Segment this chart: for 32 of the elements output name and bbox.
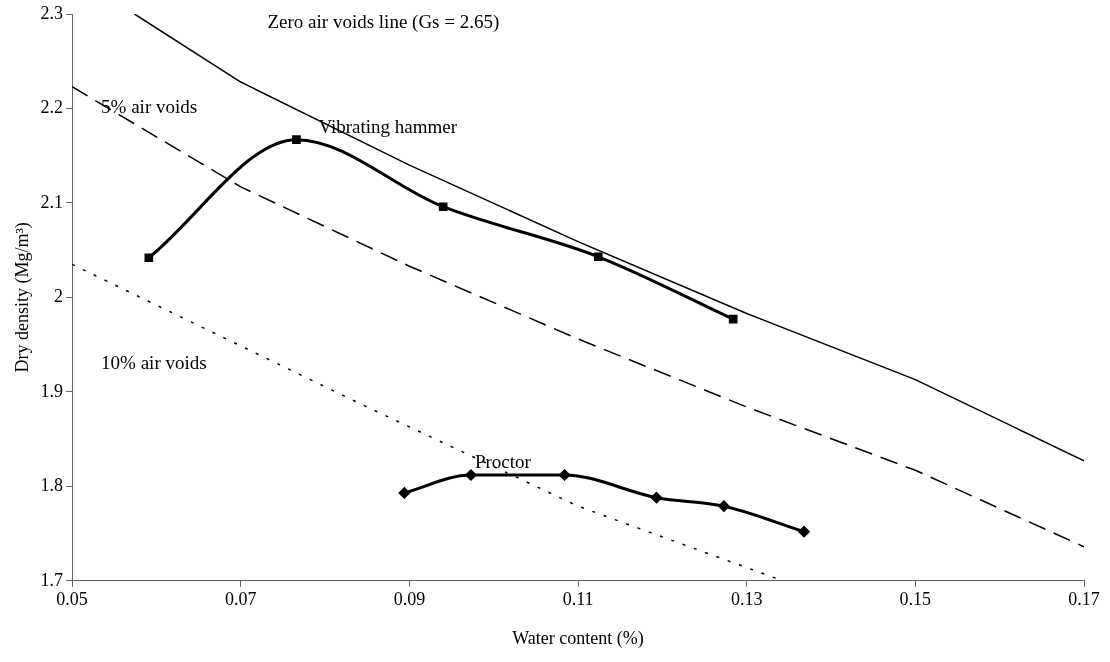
x-tick-label: 0.11 — [562, 589, 594, 610]
y-tick-label: 2.3 — [40, 2, 64, 23]
point — [292, 135, 301, 144]
series-label: 5% air voids — [101, 95, 198, 117]
x-tick-label: 0.05 — [56, 589, 88, 610]
point — [650, 492, 662, 504]
point — [438, 202, 448, 212]
point — [718, 500, 730, 512]
x-tick-label: 0.17 — [1068, 589, 1100, 610]
point — [465, 469, 477, 481]
y-tick-label: 2.2 — [40, 97, 64, 118]
y-tick-label: 1.8 — [40, 475, 64, 496]
point — [559, 469, 571, 481]
y-tick-label: 2 — [54, 286, 64, 307]
y-tick-label: 1.9 — [40, 380, 64, 401]
y-axis-title: Dry density (Mg/m³) — [11, 222, 33, 373]
y-tick-label: 1.7 — [40, 569, 64, 590]
x-tick-label: 0.15 — [899, 589, 932, 610]
text: Zero air voids line (Gs = 2.65) — [267, 10, 500, 33]
x-tick-label: 0.13 — [730, 589, 763, 610]
x-tick-label: 0.07 — [225, 589, 257, 610]
y-tick-label: 2.1 — [40, 191, 64, 212]
x-axis-title: Water content (%) — [512, 627, 644, 649]
x-tick-label: 0.09 — [393, 589, 426, 610]
point — [798, 526, 810, 538]
point — [398, 487, 410, 499]
point — [728, 314, 738, 324]
series-label: Proctor — [474, 450, 532, 472]
line-series — [72, 85, 1084, 548]
point — [144, 253, 154, 263]
series-label: 10% air voids — [101, 352, 207, 374]
point — [593, 252, 603, 262]
